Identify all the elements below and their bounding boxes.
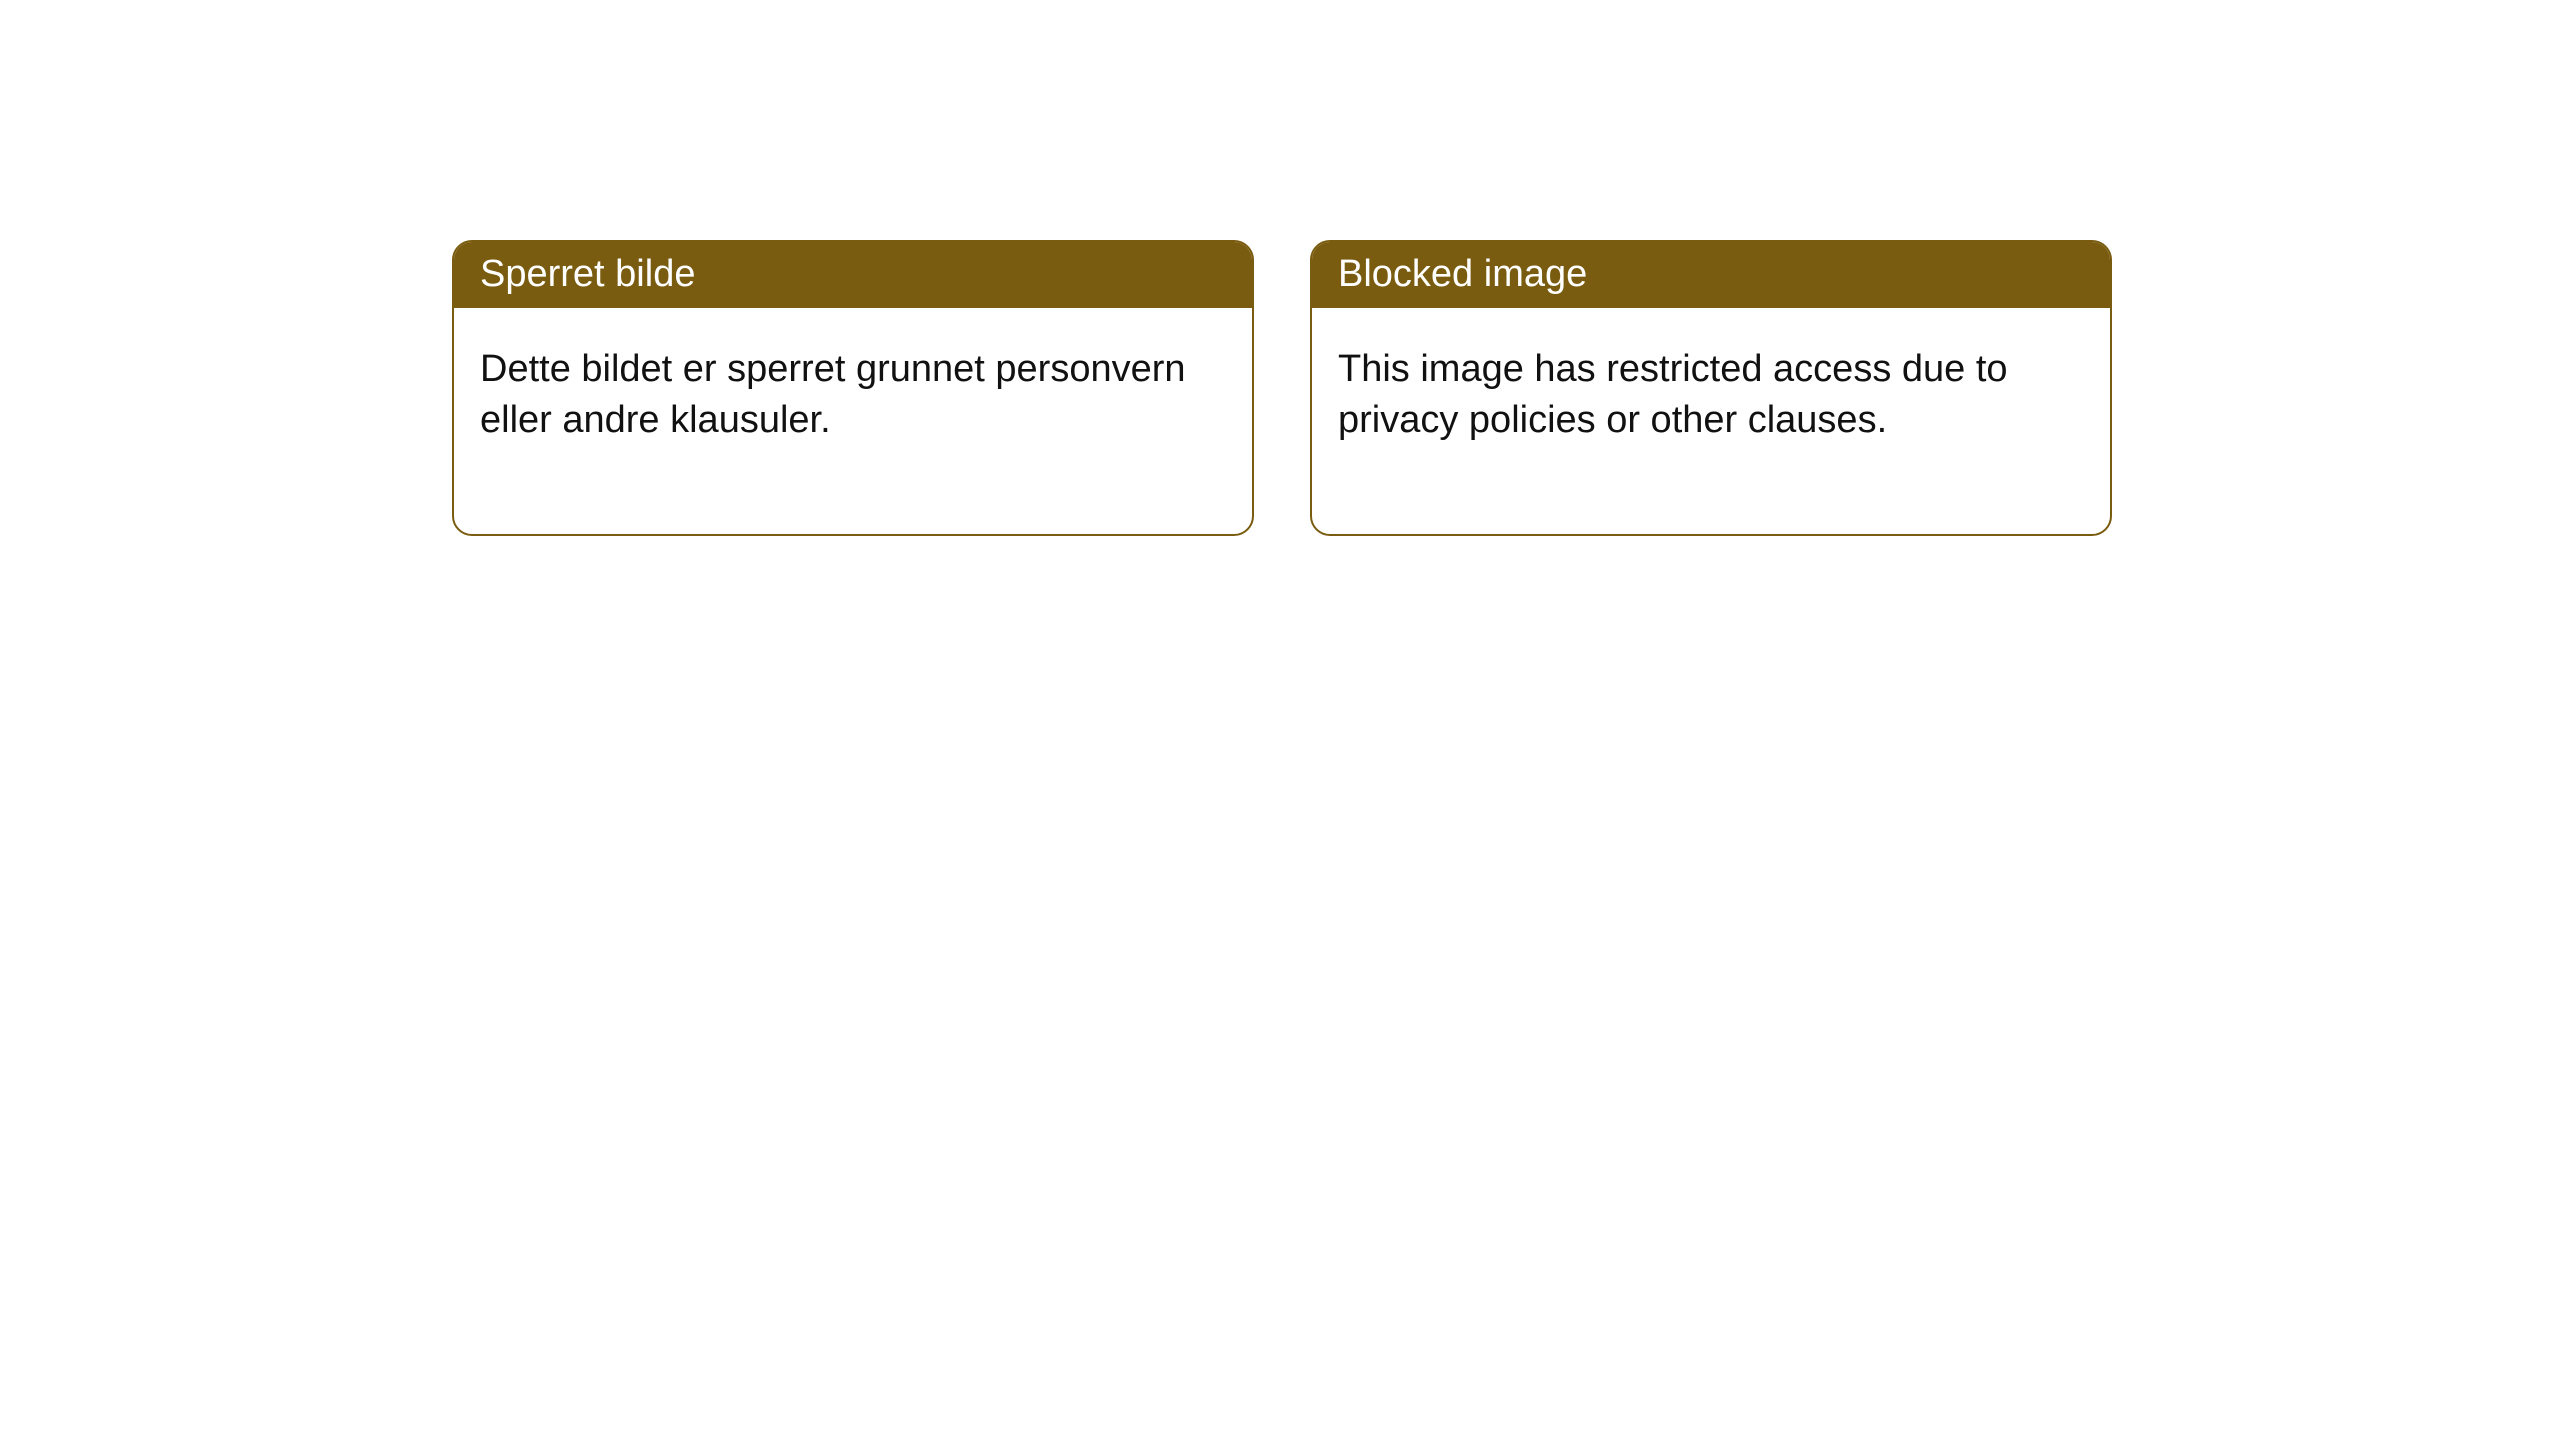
panel-title-en: Blocked image [1312, 242, 2110, 308]
panel-norwegian: Sperret bilde Dette bildet er sperret gr… [452, 240, 1254, 536]
panel-english: Blocked image This image has restricted … [1310, 240, 2112, 536]
panel-body-en: This image has restricted access due to … [1312, 308, 2110, 535]
panel-title-no: Sperret bilde [454, 242, 1252, 308]
panel-body-no: Dette bildet er sperret grunnet personve… [454, 308, 1252, 535]
blocked-image-panels: Sperret bilde Dette bildet er sperret gr… [452, 240, 2560, 536]
